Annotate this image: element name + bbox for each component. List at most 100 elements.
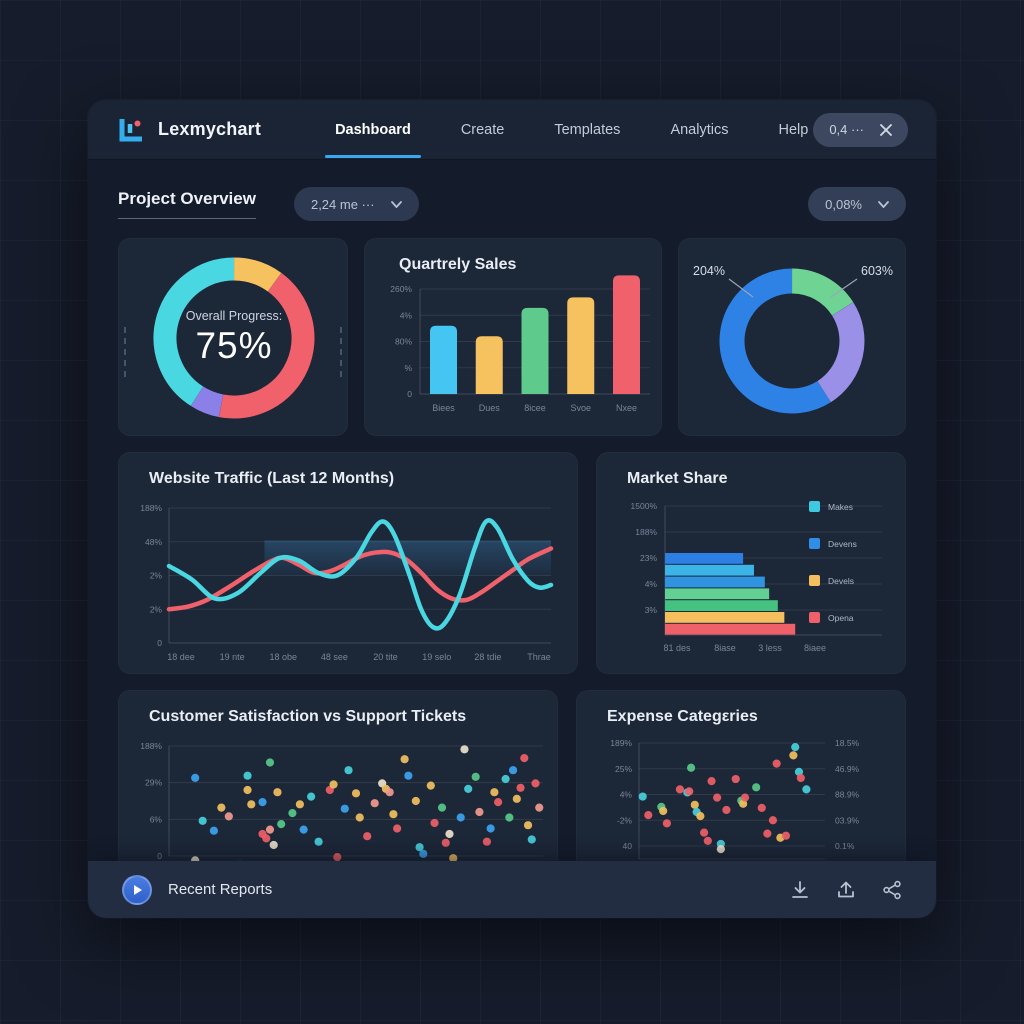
donut-center-text: Overall Progress: 75% (119, 239, 347, 435)
footer-bar: Recent Reports (88, 861, 936, 918)
svg-text:Biees: Biees (432, 403, 455, 413)
header-badge[interactable]: 0,4 ··· (813, 112, 908, 147)
svg-text:3 less: 3 less (758, 643, 782, 653)
card-title-quarterly-sales: Quartrely Sales (399, 256, 517, 273)
svg-text:%: % (404, 363, 412, 373)
overall-progress-card: Overall Progress: 75% (118, 238, 348, 436)
svg-text:81 des: 81 des (663, 643, 691, 653)
play-button[interactable] (122, 874, 152, 905)
svg-text:03.9%: 03.9% (835, 815, 860, 825)
upload-icon[interactable] (836, 880, 856, 900)
svg-text:23%: 23% (640, 553, 657, 563)
svg-text:0: 0 (157, 638, 162, 648)
footer-title: Recent Reports (168, 881, 273, 898)
market-share-card: Market Share 1500% 188% 23% 4% 3% 81 des 8iase… (596, 452, 906, 674)
decor-ticks-right (340, 327, 342, 377)
app-header: Lexmychart Dashboard Create Templates An… (88, 100, 936, 160)
svg-text:19 selo: 19 selo (422, 652, 451, 662)
quarterly-sales-bar-chart: 260% 4% 80%% 0 Biees Dues 8icee Svoe Nxee (390, 275, 650, 413)
svg-text:20 tite: 20 tite (373, 652, 398, 662)
svg-text:46.9%: 46.9% (835, 764, 860, 774)
share-donut-card: 204% 603% (678, 238, 906, 436)
svg-text:188%: 188% (140, 741, 162, 751)
svg-text:4%: 4% (620, 790, 633, 800)
play-icon (133, 884, 142, 895)
svg-text:Makes: Makes (828, 502, 853, 512)
svg-text:48%: 48% (145, 537, 162, 547)
svg-text:2%: 2% (150, 571, 163, 581)
svg-text:25%: 25% (615, 764, 632, 774)
svg-text:80%: 80% (395, 337, 412, 347)
card-title-website-traffic: Website Traffic (Last 12 Months) (149, 470, 395, 487)
svg-text:Dues: Dues (479, 403, 501, 413)
download-icon[interactable] (790, 880, 810, 900)
card-title-csat: Customer Satisfaction vs Support Tickets (149, 708, 467, 725)
filter-dropdown-left[interactable]: 2,24 me ··· (293, 187, 419, 221)
svg-text:0: 0 (157, 851, 162, 861)
filter-dropdown-right[interactable]: 0,08% (808, 187, 906, 221)
svg-text:Svoe: Svoe (570, 403, 591, 413)
svg-text:4%: 4% (400, 310, 413, 320)
svg-text:29%: 29% (145, 778, 162, 788)
svg-text:Opena: Opena (828, 613, 854, 623)
market-share-bar-chart: 1500% 188% 23% 4% 3% 81 des 8iase 3 less 8iaee Ma… (631, 501, 882, 653)
website-traffic-line-chart: 188% 48% 2% 2% 0 18 dee 19 nte 18 obe 48 see 20 t… (140, 503, 554, 662)
svg-text:Devens: Devens (828, 539, 857, 549)
svg-text:-2%: -2% (617, 815, 633, 825)
website-traffic-card: Website Traffic (Last 12 Months) 188% 48%… (118, 452, 578, 674)
filter-left-value: 2,24 me ··· (310, 196, 375, 212)
logo[interactable]: Lexmychart (116, 116, 261, 144)
close-icon[interactable] (880, 123, 892, 136)
main-nav: Dashboard Create Templates Analytics Hel… (325, 102, 810, 158)
nav-item-templates[interactable]: Templates (554, 121, 621, 138)
share-icon[interactable] (882, 880, 902, 900)
svg-text:2%: 2% (150, 604, 163, 614)
card-title-expense: Expense Categεries (607, 708, 758, 725)
svg-text:3%: 3% (645, 605, 658, 615)
svg-text:603%: 603% (861, 264, 893, 278)
chevron-down-icon (878, 200, 889, 208)
svg-text:0: 0 (407, 389, 412, 399)
footer-actions (790, 880, 902, 900)
svg-text:Nxee: Nxee (616, 403, 637, 413)
svg-text:18.5%: 18.5% (835, 738, 860, 748)
expense-scatter-chart: 189% 18.5% 25% 46.9% 4% 88.9% -2% 03.9% 40 0.1% (610, 738, 860, 860)
app-window: Lexmychart Dashboard Create Templates An… (88, 100, 936, 918)
quarterly-sales-card: Quartrely Sales 260% 4% 80%% 0 Biees Dues 8ice… (364, 238, 662, 436)
svg-text:4%: 4% (645, 579, 658, 589)
svg-text:18 dee: 18 dee (167, 652, 195, 662)
nav-item-help[interactable]: Help (778, 121, 809, 138)
cards-row-2: Website Traffic (Last 12 Months) 188% 48%… (88, 452, 936, 674)
svg-text:188%: 188% (140, 503, 162, 513)
svg-text:188%: 188% (635, 527, 657, 537)
nav-item-analytics[interactable]: Analytics (670, 121, 729, 138)
svg-text:1500%: 1500% (631, 501, 658, 511)
svg-text:0.1%: 0.1% (835, 841, 855, 851)
section-header: Project Overview 2,24 me ··· 0,08% (88, 182, 936, 226)
svg-text:28 tdie: 28 tdie (474, 652, 501, 662)
app-title: Lexmychart (158, 119, 262, 139)
decor-ticks-left (124, 327, 126, 377)
svg-text:189%: 189% (610, 738, 632, 748)
svg-text:40: 40 (623, 841, 633, 851)
chevron-down-icon (390, 200, 402, 208)
svg-text:8icee: 8icee (524, 403, 546, 413)
svg-text:8iase: 8iase (714, 643, 736, 653)
csat-scatter-chart: 188% 29% 6% 0 (140, 741, 544, 869)
svg-text:6%: 6% (150, 814, 163, 824)
nav-item-dashboard[interactable]: Dashboard (325, 102, 421, 158)
svg-text:8iaee: 8iaee (804, 643, 826, 653)
svg-text:204%: 204% (693, 264, 725, 278)
filter-right-value: 0,08% (825, 196, 862, 212)
svg-text:Devels: Devels (828, 576, 854, 586)
nav-item-create[interactable]: Create (460, 121, 505, 138)
svg-text:19 nte: 19 nte (220, 652, 245, 662)
badge-value: 0,4 ··· (829, 122, 864, 137)
cards-row-1: Overall Progress: 75% Quartrely Sales 26… (88, 238, 936, 436)
svg-text:18 obe: 18 obe (270, 652, 298, 662)
share-donut-chart: 204% 603% (693, 264, 893, 414)
page-title: Project Overview (118, 189, 256, 219)
card-title-market-share: Market Share (627, 470, 728, 487)
svg-text:260%: 260% (390, 284, 412, 294)
